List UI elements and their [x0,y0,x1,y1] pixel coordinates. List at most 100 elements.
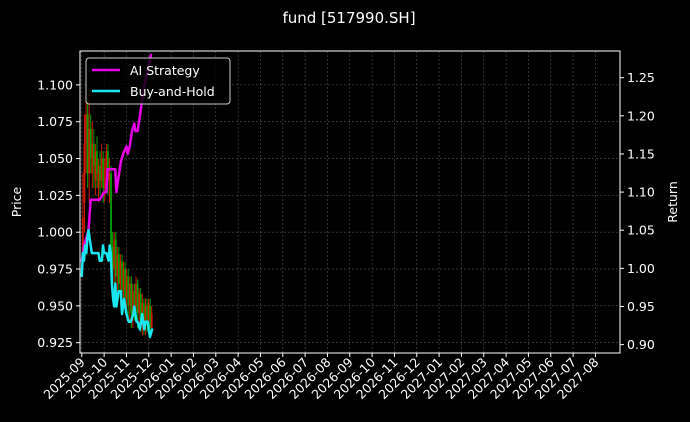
legend-label-ai-strategy: AI Strategy [130,63,200,78]
candle-body [89,129,92,159]
y-right-tick-label: 1.25 [627,70,655,85]
candle-body [91,143,94,174]
candle-body [82,217,84,255]
y-left-tick-label: 0.975 [37,262,73,277]
candle-body [110,173,112,247]
candle-body [113,239,116,270]
legend-box [85,57,231,105]
y-right-tick-label: 1.00 [627,261,655,276]
x-axis: 2025-092025-102025-112025-122026-012026-… [40,353,602,402]
candle-body [111,246,114,270]
candle-body [125,276,128,299]
y-left-tick-label: 1.050 [37,151,73,166]
candle-body [88,129,91,174]
candle-body [146,305,148,321]
candle-body [100,158,103,181]
candle-down [92,129,95,189]
candle-body [133,291,136,306]
candle-body [94,151,97,181]
candle-body [149,305,152,328]
candle-body [117,254,120,284]
candle-down [96,136,98,189]
buy-and-hold-line [80,228,154,339]
candle-body [92,143,95,166]
y-left-tick-label: 1.100 [37,77,73,92]
y-axis-left-label: Price [9,186,24,217]
candle-body [144,305,147,324]
candle-body [99,165,101,181]
candle-up [100,143,103,189]
candle-body [127,276,130,306]
y-left-tick-label: 1.025 [37,188,73,203]
candle-body [132,291,134,314]
candle-body [147,302,150,321]
candle-up [83,114,86,233]
candle-up [128,276,131,321]
candle-body [121,261,123,292]
candle-body [108,173,111,181]
candle-down [86,99,89,189]
candle-down [136,279,139,328]
candle-down [110,165,112,262]
y-axis-right-label: Return [665,181,680,222]
y-right-tick-label: 0.90 [627,337,655,352]
candle-up [138,288,141,328]
candle-body [138,294,141,314]
candle-up [108,158,111,203]
candle-body [114,239,117,277]
candle-up [88,92,91,203]
candle-down [146,298,148,333]
candle-down [117,246,120,299]
candle-layer [82,92,153,339]
y-axis-right: 0.90 0.95 1.00 1.05 1.10 1.15 1.20 1.25 [620,70,655,352]
candle-body [103,165,106,189]
candle-up [116,246,119,292]
candle-body [142,302,145,324]
candle-body [86,114,89,174]
candle-up [103,158,106,203]
candle-body [124,269,127,299]
y-left-tick-label: 0.950 [37,298,73,313]
candle-down [99,151,101,196]
candle-down [89,114,92,174]
candle-body [105,151,108,166]
y-left-tick-label: 0.925 [37,335,73,350]
candle-body [135,283,137,306]
candle-up [113,232,116,284]
legend: AI Strategy Buy-and-Hold [85,57,231,105]
candle-body [136,283,139,314]
candle-up [132,283,134,328]
candle-body [122,269,125,292]
y-right-tick-label: 1.05 [627,223,655,238]
candle-body [128,283,131,306]
candle-up [125,269,128,314]
y-right-tick-label: 1.10 [627,185,655,200]
candle-up [85,92,87,174]
y-axis-left: 0.925 0.950 0.975 1.000 1.025 1.050 1.075 1.100 [37,77,80,350]
candle-up [94,143,97,196]
candle-body [139,294,142,321]
ai-strategy-line [80,53,153,262]
candle-body [85,114,87,144]
y-right-tick-label: 0.95 [627,299,655,314]
candle-down [127,269,130,321]
candle-up [91,121,94,189]
chart-title: fund [517990.SH] [282,9,415,27]
candle-body [83,143,86,203]
legend-label-buy-and-hold: Buy-and-Hold [130,84,215,99]
candle-body [116,254,119,277]
candle-body [96,151,98,174]
candle-body [119,261,122,284]
y-left-tick-label: 1.000 [37,225,73,240]
candle-body [102,158,105,189]
y-right-tick-label: 1.15 [627,146,655,161]
candle-body [97,165,100,189]
candle-body [130,283,133,314]
candle-body [141,302,144,321]
candle-down [114,232,117,292]
line-layer [80,53,154,339]
candle-body [107,151,109,181]
y-right-tick-label: 1.20 [627,108,655,123]
